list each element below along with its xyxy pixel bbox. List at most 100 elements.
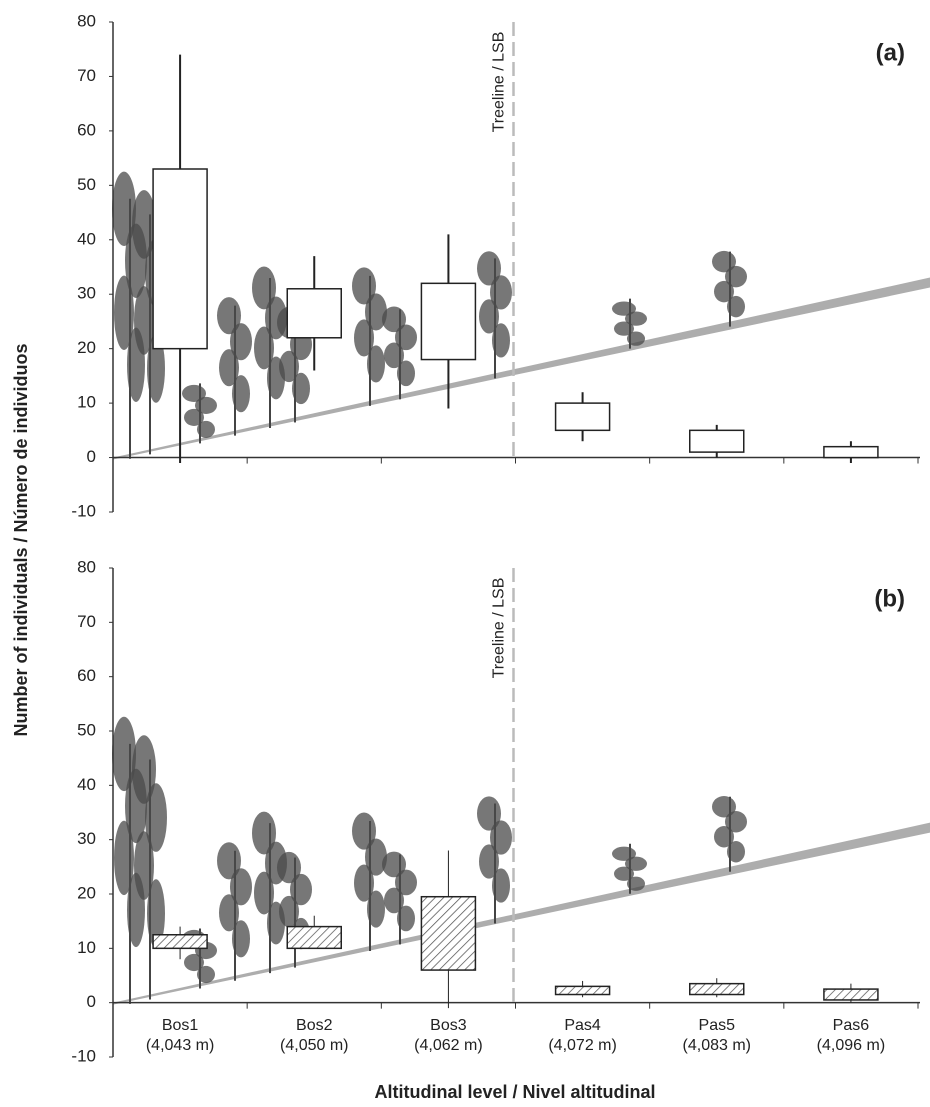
box bbox=[823, 988, 879, 1001]
tree-foliage bbox=[395, 869, 417, 896]
tree-foliage bbox=[254, 326, 274, 370]
tree-foliage bbox=[365, 838, 387, 876]
x-tick-sublabel: (4,043 m) bbox=[146, 1037, 214, 1054]
tree-foliage bbox=[132, 190, 156, 259]
tree-foliage bbox=[279, 895, 299, 928]
tree-foliage bbox=[184, 408, 204, 426]
x-tick-sublabel: (4,062 m) bbox=[414, 1037, 482, 1054]
y-tick-label: -10 bbox=[71, 1046, 96, 1065]
y-axis-title: Number of individuals / Número de indivi… bbox=[11, 343, 31, 736]
tree-foliage bbox=[395, 324, 417, 351]
box bbox=[420, 895, 477, 971]
y-tick-label: 60 bbox=[77, 666, 96, 685]
tree-foliage bbox=[112, 171, 136, 246]
tree-foliage bbox=[625, 311, 647, 326]
tree-foliage bbox=[712, 796, 736, 818]
x-tick-sublabel: (4,050 m) bbox=[280, 1037, 348, 1054]
x-axis-title: Altitudinal level / Nivel altitudinal bbox=[374, 1082, 655, 1102]
panel-label: (a) bbox=[876, 39, 905, 66]
y-tick-label: 70 bbox=[77, 66, 96, 85]
tree-foliage bbox=[134, 286, 154, 355]
tree-foliage bbox=[254, 871, 274, 915]
tree-foliage bbox=[492, 323, 510, 358]
tree-foliage bbox=[477, 251, 501, 286]
tree-foliage bbox=[479, 299, 499, 334]
y-tick-label: 80 bbox=[77, 557, 96, 576]
box bbox=[152, 934, 208, 950]
box bbox=[286, 925, 342, 950]
y-tick-label: -10 bbox=[71, 501, 96, 520]
tree-foliage bbox=[490, 820, 512, 855]
tree-foliage bbox=[382, 851, 406, 878]
treeline-label: Treeline / LSB bbox=[491, 578, 508, 679]
y-tick-label: 80 bbox=[77, 11, 96, 30]
tree-foliage bbox=[147, 334, 165, 403]
y-tick-label: 20 bbox=[77, 338, 96, 357]
tree-foliage bbox=[132, 735, 156, 804]
tree-foliage bbox=[614, 866, 634, 881]
x-tick-label: Pas6 bbox=[833, 1017, 870, 1034]
box bbox=[420, 282, 477, 361]
y-tick-label: 40 bbox=[77, 775, 96, 794]
tree-foliage bbox=[184, 953, 204, 972]
x-tick-sublabel: (4,083 m) bbox=[683, 1037, 751, 1054]
tree-foliage bbox=[217, 842, 241, 880]
tree-foliage bbox=[197, 420, 215, 438]
tree-foliage bbox=[367, 345, 385, 383]
tree-foliage bbox=[114, 820, 134, 896]
tree-foliage bbox=[147, 879, 165, 948]
y-tick-label: 30 bbox=[77, 284, 96, 303]
tree-foliage bbox=[217, 297, 241, 335]
tree-foliage bbox=[714, 280, 734, 303]
y-tick-label: 0 bbox=[87, 447, 96, 466]
y-tick-label: 40 bbox=[77, 229, 96, 248]
tree-foliage bbox=[252, 266, 276, 310]
y-tick-label: 10 bbox=[77, 393, 96, 412]
y-tick-label: 50 bbox=[77, 175, 96, 194]
tree-foliage bbox=[612, 846, 636, 861]
box bbox=[286, 288, 342, 339]
tree-foliage bbox=[367, 890, 385, 928]
slope bbox=[113, 277, 930, 460]
tree-foliage bbox=[232, 375, 250, 413]
x-tick-sublabel: (4,072 m) bbox=[548, 1037, 616, 1054]
tree-foliage bbox=[725, 811, 747, 833]
tree-foliage bbox=[625, 856, 647, 871]
tree-foliage bbox=[252, 811, 276, 855]
x-tick-label: Pas5 bbox=[699, 1017, 736, 1034]
tree-foliage bbox=[219, 894, 239, 932]
tree-foliage bbox=[712, 250, 736, 273]
vegetation bbox=[112, 716, 930, 1005]
tree-foliage bbox=[614, 321, 634, 336]
tree-foliage bbox=[384, 342, 404, 369]
x-tick-sublabel: (4,096 m) bbox=[817, 1037, 885, 1054]
vegetation bbox=[112, 171, 930, 460]
tree-foliage bbox=[290, 873, 312, 906]
y-tick-label: 30 bbox=[77, 829, 96, 848]
tree-foliage bbox=[114, 275, 134, 350]
tree-foliage bbox=[365, 293, 387, 331]
tree-foliage bbox=[230, 868, 252, 906]
y-tick-label: 20 bbox=[77, 883, 96, 902]
y-tick-label: 10 bbox=[77, 938, 96, 957]
tree-foliage bbox=[397, 905, 415, 932]
tree-foliage bbox=[384, 887, 404, 914]
tree-foliage bbox=[232, 920, 250, 958]
tree-foliage bbox=[354, 864, 374, 902]
tree-foliage bbox=[627, 331, 645, 346]
y-tick-label: 0 bbox=[87, 992, 96, 1011]
tree-foliage bbox=[352, 812, 376, 850]
y-tick-label: 70 bbox=[77, 612, 96, 631]
tree-foliage bbox=[477, 796, 501, 831]
tree-foliage bbox=[492, 868, 510, 903]
tree-foliage bbox=[714, 826, 734, 848]
tree-foliage bbox=[479, 844, 499, 879]
tree-foliage bbox=[627, 876, 645, 891]
tree-foliage bbox=[219, 349, 239, 387]
tree-foliage bbox=[112, 716, 136, 792]
tree-foliage bbox=[490, 275, 512, 310]
treeline-label: Treeline / LSB bbox=[491, 32, 508, 133]
tree-foliage bbox=[397, 360, 415, 387]
tree-foliage bbox=[134, 831, 154, 900]
tree-foliage bbox=[277, 851, 301, 884]
